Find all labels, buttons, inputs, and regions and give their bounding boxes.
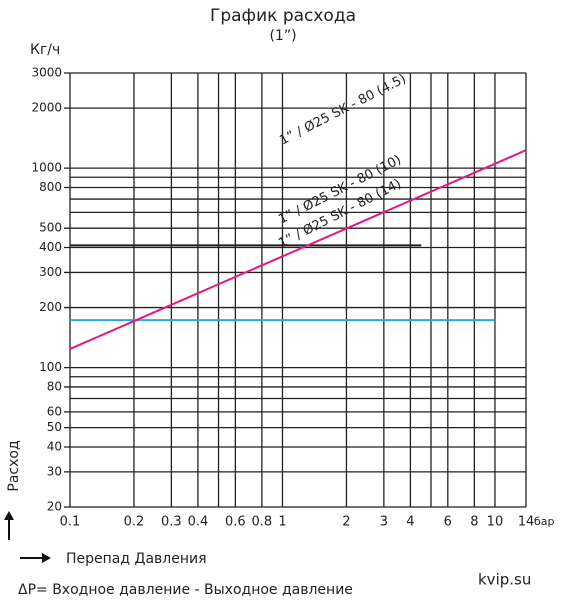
y-unit: Кг/ч [30, 42, 60, 58]
y-tick-label: 50 [47, 420, 62, 434]
y-axis-title: Расход [6, 440, 22, 491]
y-tick-label: 100 [39, 360, 62, 374]
y-arrow [4, 511, 14, 540]
y-tick-label: 1000 [31, 161, 62, 175]
chart-title: График расхода [210, 6, 356, 26]
x-tick-label: 1 [278, 515, 286, 530]
y-tick-label: 300 [39, 265, 62, 279]
source: kvip.su [478, 571, 531, 589]
y-tick-label: 800 [39, 180, 62, 194]
y-tick-label: 20 [47, 500, 62, 514]
x-tick-label: 0.1 [60, 515, 81, 530]
footnote: ΔP= Входное давление - Выходное давление [18, 582, 353, 598]
y-tick-label: 500 [39, 221, 62, 235]
x-tick-label: 0.6 [225, 515, 246, 530]
x-tick-label: 2 [342, 515, 350, 530]
y-tick-label: 200 [39, 300, 62, 314]
x-tick-label: 6 [444, 515, 452, 530]
x-axis-title: Перепад Давления [66, 551, 207, 567]
y-tick-label: 40 [47, 439, 62, 453]
x-tick-label: 0.3 [161, 515, 182, 530]
x-tick-label: 0.8 [252, 515, 273, 530]
x-unit: бар [534, 515, 555, 528]
x-tick-label: 0.4 [188, 515, 209, 530]
x-tick-label: 14 [518, 515, 535, 530]
y-tick-label: 60 [47, 404, 62, 418]
x-tick-label: 0.2 [124, 515, 145, 530]
x-tick-label: 3 [380, 515, 388, 530]
y-tick-label: 80 [47, 379, 62, 393]
chart-subtitle: (1”) [269, 28, 296, 44]
x-tick-label: 8 [470, 515, 478, 530]
y-tick-label: 30 [47, 464, 62, 478]
series-line [69, 149, 527, 350]
x-arrow [20, 553, 51, 563]
x-tick-label: 4 [406, 515, 414, 530]
y-tick-label: 400 [39, 240, 62, 254]
series-label: 1” / Ø25 SK - 80 (4.5) [277, 72, 408, 149]
x-tick-label: 10 [487, 515, 504, 530]
y-tick-label: 3000 [31, 66, 62, 80]
y-tick-label: 2000 [31, 101, 62, 115]
